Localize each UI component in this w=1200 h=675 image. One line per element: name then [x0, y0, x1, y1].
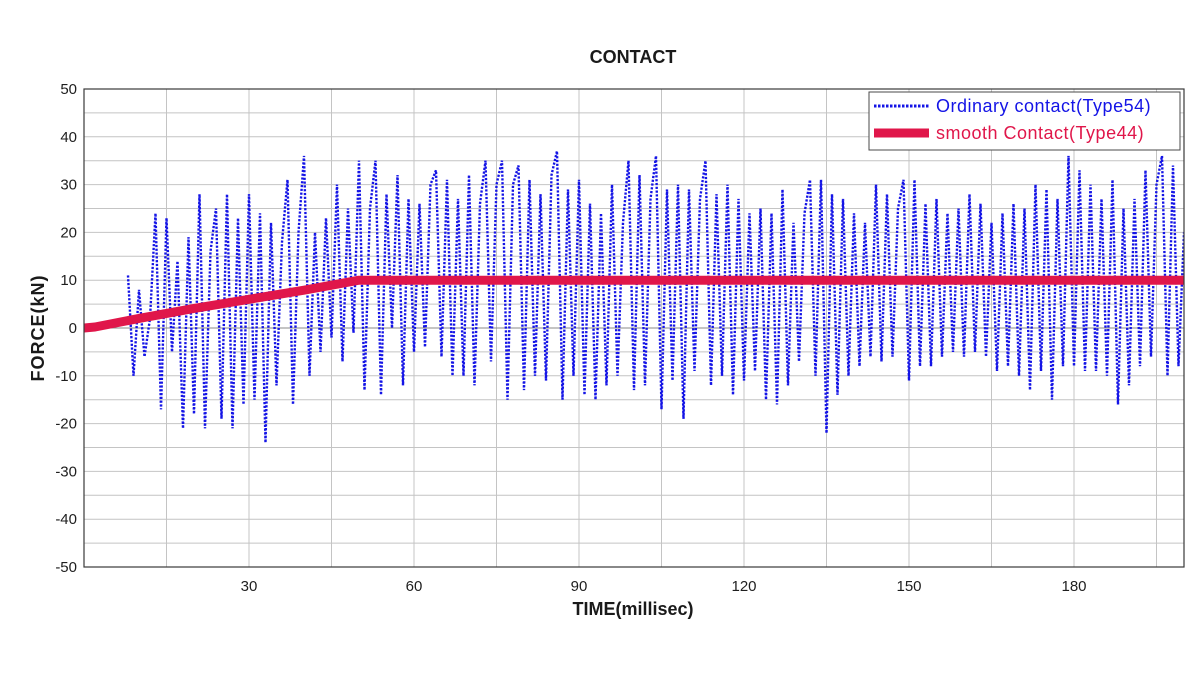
- legend: Ordinary contact(Type54) smooth Contact(…: [868, 91, 1181, 151]
- y-tick-label: -50: [55, 559, 77, 576]
- x-tick-label: 120: [731, 578, 756, 595]
- legend-box: [868, 91, 1181, 151]
- plot-frame: [83, 88, 1185, 568]
- series-layer: [84, 150, 1184, 443]
- y-tick-label: 10: [60, 272, 77, 289]
- y-tick-label: 40: [60, 129, 77, 146]
- y-tick-label: 20: [60, 224, 77, 241]
- y-tick-label: -40: [55, 511, 77, 528]
- y-tick-label: -10: [55, 368, 77, 385]
- x-axis-ticks: 30 60 90 120 150 180: [241, 578, 1087, 595]
- x-tick-label: 150: [896, 578, 921, 595]
- y-tick-label: -30: [55, 463, 77, 480]
- x-tick-label: 30: [241, 578, 258, 595]
- y-tick-label: 30: [60, 177, 77, 194]
- gridlines: [84, 89, 1184, 567]
- legend-label-smooth-contact: smooth Contact(Type44): [936, 123, 1144, 143]
- y-axis-ticks: 50 40 30 20 10 0 -10 -20 -30 -40 -50: [55, 81, 77, 576]
- x-tick-label: 60: [406, 578, 423, 595]
- series-line-smooth-contact: [84, 275, 1184, 333]
- legend-entry-ordinary-contact: Ordinary contact(Type54): [874, 96, 1151, 116]
- series-line-ordinary-contact: [126, 150, 1184, 443]
- y-axis-label: FORCE(kN): [28, 275, 48, 382]
- y-tick-label: 0: [69, 320, 77, 337]
- y-tick-label: 50: [60, 81, 77, 98]
- legend-label-ordinary-contact: Ordinary contact(Type54): [936, 96, 1151, 116]
- legend-entry-smooth-contact: smooth Contact(Type44): [874, 123, 1144, 143]
- x-axis-label: TIME(millisec): [572, 599, 693, 619]
- x-tick-label: 90: [571, 578, 588, 595]
- x-tick-label: 180: [1061, 578, 1086, 595]
- chart-title: CONTACT: [590, 47, 677, 67]
- y-tick-label: -20: [55, 416, 77, 433]
